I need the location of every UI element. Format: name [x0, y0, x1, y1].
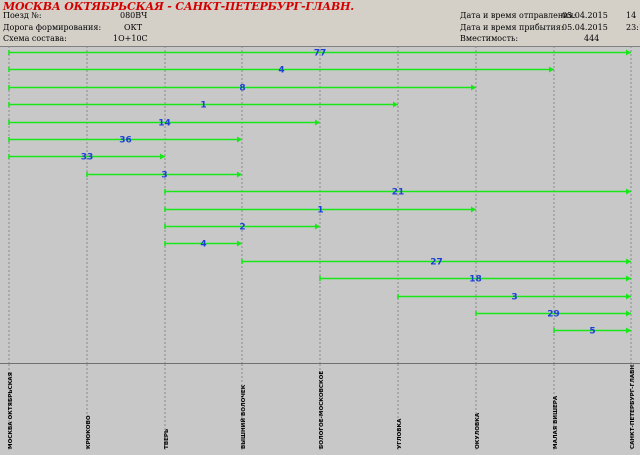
- capacity-label: Вместимость:: [460, 34, 519, 43]
- arrowhead-icon: [626, 49, 631, 56]
- departure-time: 14: [626, 11, 637, 20]
- station-label: КРЮКОВО: [86, 415, 92, 449]
- arrowhead-icon: [626, 327, 631, 334]
- arrowhead-icon: [471, 84, 476, 91]
- segment-row: 36: [8, 136, 242, 146]
- arrowhead-icon: [626, 275, 631, 282]
- segment-count: 3: [161, 171, 167, 181]
- segment-count: 1: [317, 206, 323, 216]
- segment-row: 14: [8, 119, 320, 129]
- arrowhead-icon: [237, 171, 242, 178]
- segment-row: 5: [553, 327, 631, 337]
- arrowhead-icon: [237, 240, 242, 247]
- arrowhead-icon: [471, 206, 476, 213]
- segment-count: 2: [239, 223, 245, 233]
- segment-count: 36: [119, 136, 132, 146]
- arrowhead-icon: [626, 258, 631, 265]
- train-composition-label: Схема состава:: [3, 34, 67, 43]
- arrowhead-icon: [549, 66, 554, 73]
- segment-count: 1: [200, 101, 206, 111]
- departure-label: Дата и время отправления:: [460, 11, 577, 20]
- route-title: МОСКВА ОКТЯБРЬСКАЯ - САНКТ-ПЕТЕРБУРГ-ГЛА…: [3, 0, 354, 13]
- segment-count: 27: [430, 258, 443, 268]
- segment-row: 3: [86, 171, 242, 181]
- station-label: ОКУЛОВКА: [475, 412, 481, 449]
- segment-count: 33: [81, 153, 94, 163]
- segment-count: 8: [239, 84, 245, 94]
- station-label: МОСКВА ОКТЯБРЬСКАЯ: [8, 372, 14, 449]
- segment-count: 29: [547, 310, 560, 320]
- departure-date: 05.04.2015: [562, 11, 608, 20]
- segment-count: 4: [278, 66, 284, 76]
- segment-row: 2: [164, 223, 320, 233]
- arrowhead-icon: [237, 136, 242, 143]
- segment-row: 1: [164, 206, 476, 216]
- arrowhead-icon: [626, 310, 631, 317]
- segment-row: 8: [8, 84, 476, 94]
- segment-count: 4: [200, 240, 206, 250]
- arrowhead-icon: [626, 188, 631, 195]
- train-number-label: Поезд №:: [3, 11, 42, 20]
- arrowhead-icon: [626, 293, 631, 300]
- formation-road-label: Дорога формирования:: [3, 23, 102, 32]
- station-axis: МОСКВА ОКТЯБРЬСКАЯ КРЮКОВО ТВЕРЬ ВЫШНИЙ ВОЛ…: [0, 363, 640, 451]
- train-number-value: 080ВЧ: [120, 11, 148, 20]
- segment-row: 33: [8, 153, 165, 163]
- segment-count: 14: [158, 119, 171, 129]
- arrival-label: Дата и время прибытия:: [460, 23, 564, 32]
- station-label: САНКТ-ПЕТЕРБУРГ-ГЛАВН.: [630, 364, 636, 449]
- station-label: БОЛОГОЕ-МОСКОВСКОЕ: [319, 371, 325, 449]
- formation-road-value: ОКТ: [124, 23, 143, 32]
- segment-row: 4: [8, 66, 554, 76]
- capacity-value: 444: [584, 34, 600, 43]
- segment-count: 18: [469, 275, 482, 285]
- segment-row: 4: [164, 240, 242, 250]
- arrowhead-icon: [160, 153, 165, 160]
- train-composition-value: 1О+10С: [113, 34, 148, 43]
- station-label: ТВЕРЬ: [164, 429, 170, 449]
- segment-count: 77: [314, 49, 327, 59]
- segment-row: 77: [8, 49, 631, 59]
- segment-row: 3: [397, 293, 631, 303]
- segment-count: 21: [392, 188, 405, 198]
- station-label: МАЛАЯ ВИШЕРА: [553, 395, 559, 449]
- arrowhead-icon: [393, 101, 398, 108]
- segment-row: 29: [475, 310, 631, 320]
- segment-count: 5: [589, 327, 595, 337]
- segment-row: 18: [319, 275, 631, 285]
- station-label: ВЫШНИЙ ВОЛОЧЕК: [239, 384, 247, 449]
- segment-row: 27: [241, 258, 631, 268]
- segment-row: 1: [8, 101, 398, 111]
- arrival-time: 23:1: [626, 23, 640, 32]
- arrival-date: 05.04.2015: [562, 23, 608, 32]
- arrowhead-icon: [315, 119, 320, 126]
- segment-row: 21: [164, 188, 631, 198]
- segment-count: 3: [511, 293, 517, 303]
- station-label: УГЛОВКА: [397, 418, 403, 449]
- arrowhead-icon: [315, 223, 320, 230]
- info-header: МОСКВА ОКТЯБРЬСКАЯ - САНКТ-ПЕТЕРБУРГ-ГЛА…: [0, 0, 640, 47]
